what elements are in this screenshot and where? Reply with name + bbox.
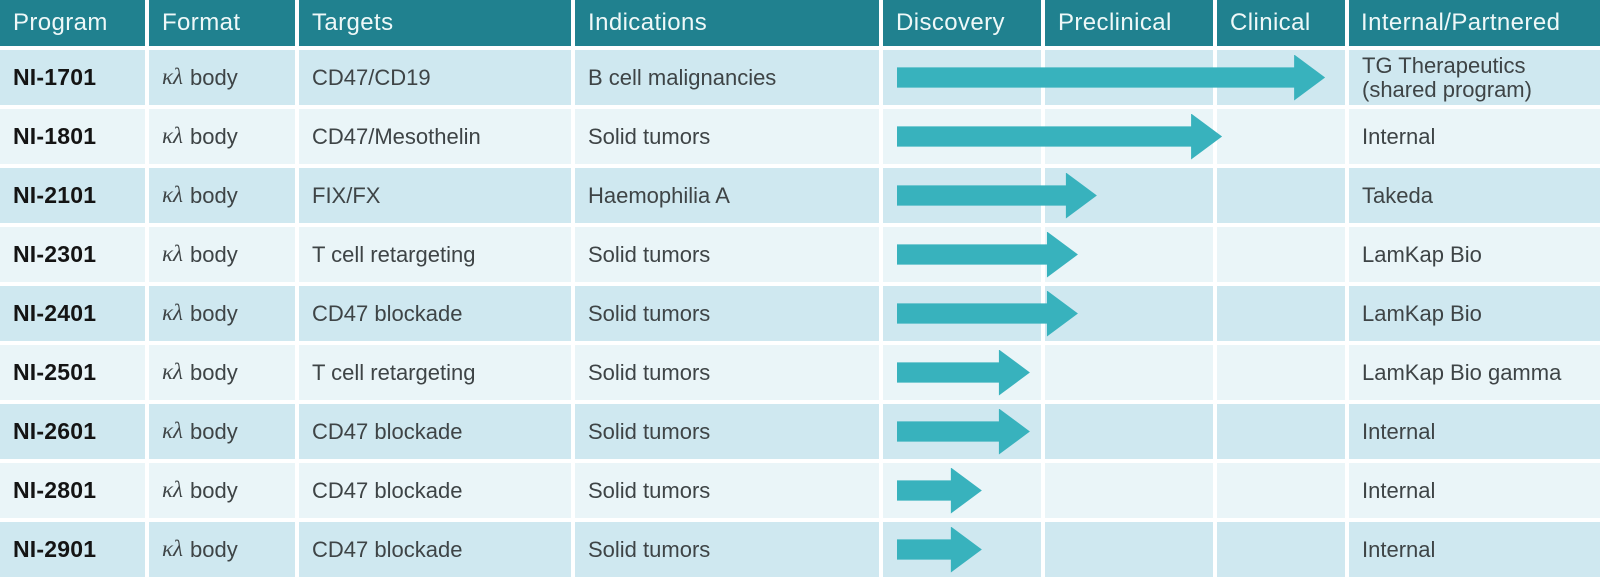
stage-cell-clinical <box>1217 522 1345 577</box>
format-cell: κλ body <box>149 522 295 577</box>
format-cell: κλ body <box>149 286 295 341</box>
internal-partnered-cell: TG Therapeutics (shared program) <box>1349 50 1600 105</box>
indications-cell: B cell malignancies <box>575 50 879 105</box>
column-header-format: Format <box>149 0 295 46</box>
stage-track <box>883 168 1345 223</box>
kappa-lambda-symbol: κλ <box>162 359 184 385</box>
internal-partnered-cell: Internal <box>1349 109 1600 164</box>
stage-cell-clinical <box>1217 404 1345 459</box>
format-cell: κλ body <box>149 463 295 518</box>
stage-cell-clinical <box>1217 286 1345 341</box>
stage-track <box>883 345 1345 400</box>
kappa-lambda-symbol: κλ <box>162 64 184 90</box>
program-cell: NI-2501 <box>0 345 145 400</box>
kappa-lambda-symbol: κλ <box>162 536 184 562</box>
column-header-internal-partnered: Internal/Partnered <box>1349 0 1600 46</box>
stage-track <box>883 286 1345 341</box>
targets-cell: CD47 blockade <box>299 463 571 518</box>
indications-cell: Solid tumors <box>575 286 879 341</box>
column-header-preclinical: Preclinical <box>1045 0 1213 46</box>
stage-cell-clinical <box>1217 168 1345 223</box>
program-cell: NI-1801 <box>0 109 145 164</box>
kappa-lambda-symbol: κλ <box>162 300 184 326</box>
stage-cell-clinical <box>1217 109 1345 164</box>
internal-partnered-cell: Internal <box>1349 404 1600 459</box>
kappa-lambda-symbol: κλ <box>162 182 184 208</box>
table-row: NI-2901 κλ body CD47 blockade Solid tumor… <box>0 522 1600 577</box>
format-cell: κλ body <box>149 345 295 400</box>
program-cell: NI-1701 <box>0 50 145 105</box>
targets-cell: CD47 blockade <box>299 286 571 341</box>
stage-track <box>883 109 1345 164</box>
column-header-discovery: Discovery <box>883 0 1041 46</box>
indications-cell: Solid tumors <box>575 404 879 459</box>
stage-cell-preclinical <box>1045 522 1213 577</box>
kappa-lambda-symbol: κλ <box>162 418 184 444</box>
internal-partnered-cell: Internal <box>1349 463 1600 518</box>
kappa-lambda-symbol: κλ <box>162 123 184 149</box>
table-row: NI-1701 κλ body CD47/CD19 B cell malignan… <box>0 50 1600 105</box>
program-cell: NI-2601 <box>0 404 145 459</box>
stage-track <box>883 522 1345 577</box>
indications-cell: Solid tumors <box>575 522 879 577</box>
program-cell: NI-2401 <box>0 286 145 341</box>
program-cell: NI-2801 <box>0 463 145 518</box>
stage-cell-preclinical <box>1045 404 1213 459</box>
targets-cell: CD47 blockade <box>299 522 571 577</box>
indications-cell: Solid tumors <box>575 109 879 164</box>
table-row: NI-2801 κλ body CD47 blockade Solid tumor… <box>0 463 1600 518</box>
stage-cell-preclinical <box>1045 345 1213 400</box>
internal-partnered-cell: Internal <box>1349 522 1600 577</box>
stage-cell-clinical <box>1217 345 1345 400</box>
column-header-program: Program <box>0 0 145 46</box>
format-cell: κλ body <box>149 227 295 282</box>
targets-cell: T cell retargeting <box>299 345 571 400</box>
table-row: NI-2501 κλ body T cell retargeting Solid … <box>0 345 1600 400</box>
internal-partnered-cell: LamKap Bio gamma <box>1349 345 1600 400</box>
kappa-lambda-symbol: κλ <box>162 241 184 267</box>
format-cell: κλ body <box>149 109 295 164</box>
stage-cell-clinical <box>1217 227 1345 282</box>
kappa-lambda-symbol: κλ <box>162 477 184 503</box>
format-cell: κλ body <box>149 168 295 223</box>
targets-cell: CD47/Mesothelin <box>299 109 571 164</box>
indications-cell: Haemophilia A <box>575 168 879 223</box>
internal-partnered-cell: LamKap Bio <box>1349 227 1600 282</box>
targets-cell: T cell retargeting <box>299 227 571 282</box>
stage-track <box>883 227 1345 282</box>
table-row: NI-2601 κλ body CD47 blockade Solid tumor… <box>0 404 1600 459</box>
stage-track <box>883 50 1345 105</box>
targets-cell: FIX/FX <box>299 168 571 223</box>
targets-cell: CD47/CD19 <box>299 50 571 105</box>
program-cell: NI-2901 <box>0 522 145 577</box>
internal-partnered-cell: Takeda <box>1349 168 1600 223</box>
targets-cell: CD47 blockade <box>299 404 571 459</box>
table-row: NI-2301 κλ body T cell retargeting Solid … <box>0 227 1600 282</box>
indications-cell: Solid tumors <box>575 345 879 400</box>
table-body: NI-1701 κλ body CD47/CD19 B cell malignan… <box>0 50 1600 577</box>
table-header-row: Program Format Targets Indications Disco… <box>0 0 1600 46</box>
format-cell: κλ body <box>149 404 295 459</box>
column-header-clinical: Clinical <box>1217 0 1345 46</box>
indications-cell: Solid tumors <box>575 463 879 518</box>
program-cell: NI-2101 <box>0 168 145 223</box>
table-row: NI-2101 κλ body FIX/FX Haemophilia A Take… <box>0 168 1600 223</box>
format-cell: κλ body <box>149 50 295 105</box>
table-row: NI-2401 κλ body CD47 blockade Solid tumor… <box>0 286 1600 341</box>
table-row: NI-1801 κλ body CD47/Mesothelin Solid tum… <box>0 109 1600 164</box>
internal-partnered-cell: LamKap Bio <box>1349 286 1600 341</box>
stage-track <box>883 404 1345 459</box>
stage-cell-preclinical <box>1045 463 1213 518</box>
program-cell: NI-2301 <box>0 227 145 282</box>
stage-track <box>883 463 1345 518</box>
stage-cell-clinical <box>1217 463 1345 518</box>
column-header-indications: Indications <box>575 0 879 46</box>
column-header-targets: Targets <box>299 0 571 46</box>
indications-cell: Solid tumors <box>575 227 879 282</box>
